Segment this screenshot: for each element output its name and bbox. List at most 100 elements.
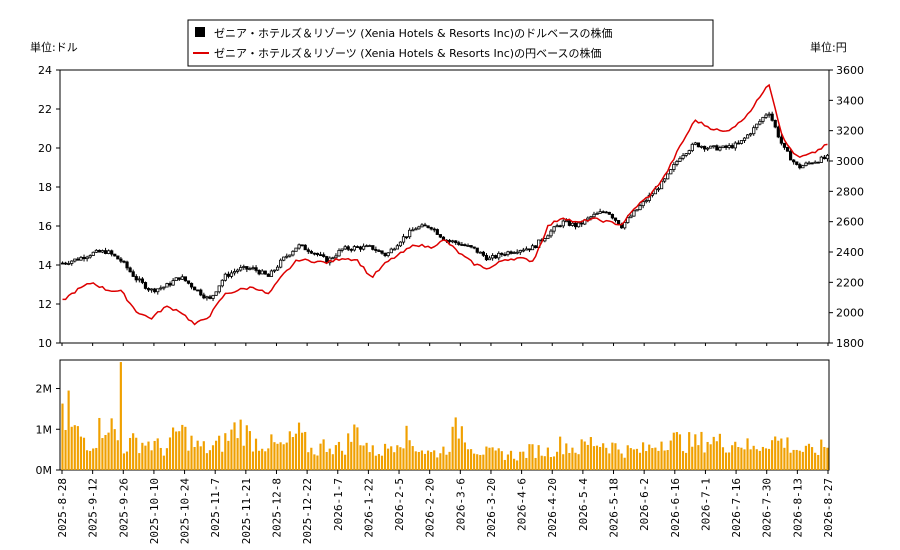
right-tick-label: 2000 bbox=[836, 307, 864, 320]
volume-bar bbox=[525, 457, 528, 470]
volume-bar bbox=[178, 431, 181, 470]
volume-bar bbox=[509, 450, 513, 470]
volume-bar bbox=[344, 454, 347, 470]
volume-bar bbox=[353, 424, 356, 470]
usd-candle-body bbox=[269, 270, 274, 277]
volume-bar bbox=[506, 454, 510, 470]
usd-candle-body bbox=[549, 230, 553, 237]
volume-bar bbox=[334, 445, 337, 470]
usd-candle-body bbox=[146, 288, 151, 291]
volume-bar bbox=[801, 451, 804, 470]
usd-candle-body bbox=[807, 162, 811, 165]
volume-bar bbox=[254, 438, 258, 470]
usd-candle-body bbox=[220, 279, 224, 287]
usd-candle-body bbox=[819, 156, 823, 163]
usd-candle-body bbox=[355, 246, 360, 248]
usd-candle-body bbox=[429, 227, 433, 230]
volume-bar bbox=[706, 441, 709, 470]
volume-bar bbox=[285, 442, 288, 470]
volume-bar bbox=[313, 454, 316, 470]
usd-candle-body bbox=[509, 251, 513, 254]
usd-candle-body bbox=[515, 251, 519, 254]
usd-candle-body bbox=[64, 262, 68, 265]
usd-candle-body bbox=[626, 217, 630, 223]
volume-bar bbox=[187, 450, 190, 470]
usd-candle-body bbox=[143, 282, 148, 289]
volume-bar bbox=[282, 444, 285, 470]
volume-bar bbox=[73, 425, 76, 470]
volume-bar bbox=[319, 443, 322, 470]
usd-candle-body bbox=[497, 252, 501, 259]
volume-bar bbox=[663, 450, 666, 470]
volume-bar bbox=[245, 425, 248, 470]
volume-bar bbox=[337, 441, 341, 470]
date-tick-label: 2025-11-7 bbox=[209, 478, 222, 538]
usd-candle-body bbox=[279, 259, 283, 268]
usd-candle-body bbox=[94, 249, 98, 253]
usd-candle-body bbox=[150, 288, 154, 291]
volume-bar bbox=[592, 446, 596, 470]
usd-candle-body bbox=[79, 256, 83, 261]
usd-candle-body bbox=[656, 188, 661, 191]
volume-bar bbox=[374, 455, 377, 470]
volume-bar bbox=[347, 433, 350, 470]
volume-bar bbox=[749, 449, 752, 470]
left-tick-label: 24 bbox=[38, 64, 52, 77]
volume-bar bbox=[543, 456, 546, 470]
usd-candle-body bbox=[306, 249, 310, 252]
volume-bar bbox=[678, 434, 682, 470]
volume-bar bbox=[304, 431, 307, 470]
usd-candle-body bbox=[681, 155, 685, 159]
usd-candle-body bbox=[555, 225, 559, 228]
usd-candle-body bbox=[162, 286, 166, 289]
usd-candle-body bbox=[153, 288, 157, 293]
volume-bar bbox=[798, 450, 801, 470]
volume-bar bbox=[823, 447, 826, 470]
usd-candle-body bbox=[487, 257, 492, 261]
volume-bar bbox=[688, 432, 691, 470]
volume-bar bbox=[368, 452, 371, 470]
usd-candle-body bbox=[343, 246, 347, 250]
usd-candle-body bbox=[116, 255, 120, 260]
volume-bar bbox=[411, 446, 414, 470]
volume-bar bbox=[642, 442, 645, 470]
usd-candle-body bbox=[337, 249, 341, 257]
usd-candle-body bbox=[134, 276, 138, 281]
volume-bar bbox=[430, 452, 433, 470]
usd-candle-body bbox=[156, 288, 160, 293]
volume-bar bbox=[810, 447, 814, 470]
usd-candle-body bbox=[481, 251, 486, 256]
volume-bar bbox=[648, 444, 651, 470]
usd-candle-body bbox=[60, 262, 65, 265]
volume-bar bbox=[479, 454, 482, 470]
volume-bar bbox=[61, 403, 64, 470]
left-tick-label: 12 bbox=[38, 298, 52, 311]
volume-bar bbox=[697, 445, 700, 470]
usd-candle-body bbox=[795, 161, 799, 165]
volume-bar bbox=[350, 441, 353, 470]
volume-bar bbox=[423, 453, 427, 470]
usd-candle-body bbox=[564, 220, 568, 223]
usd-candle-body bbox=[288, 254, 292, 257]
volume-bar bbox=[294, 433, 298, 470]
volume-bar bbox=[171, 427, 175, 470]
usd-candle-body bbox=[666, 173, 670, 180]
usd-candle-body bbox=[159, 287, 163, 290]
usd-candle-body bbox=[386, 252, 390, 257]
volume-bar bbox=[128, 437, 132, 470]
volume-bar bbox=[125, 451, 129, 470]
volume-bar bbox=[215, 440, 218, 470]
date-tick-label: 2025-9-26 bbox=[117, 478, 130, 538]
usd-candle-body bbox=[721, 145, 725, 149]
volume-bar bbox=[488, 447, 491, 470]
volume-bar bbox=[380, 455, 384, 470]
usd-candle-body bbox=[530, 245, 535, 251]
volume-bar bbox=[694, 434, 697, 470]
usd-candle-body bbox=[527, 248, 532, 251]
usd-candle-body bbox=[598, 211, 602, 214]
volume-bar bbox=[469, 449, 473, 470]
volume-bar bbox=[691, 446, 694, 470]
volume-bar bbox=[629, 448, 632, 470]
volume-bar bbox=[715, 441, 718, 470]
usd-candle-body bbox=[491, 255, 495, 259]
